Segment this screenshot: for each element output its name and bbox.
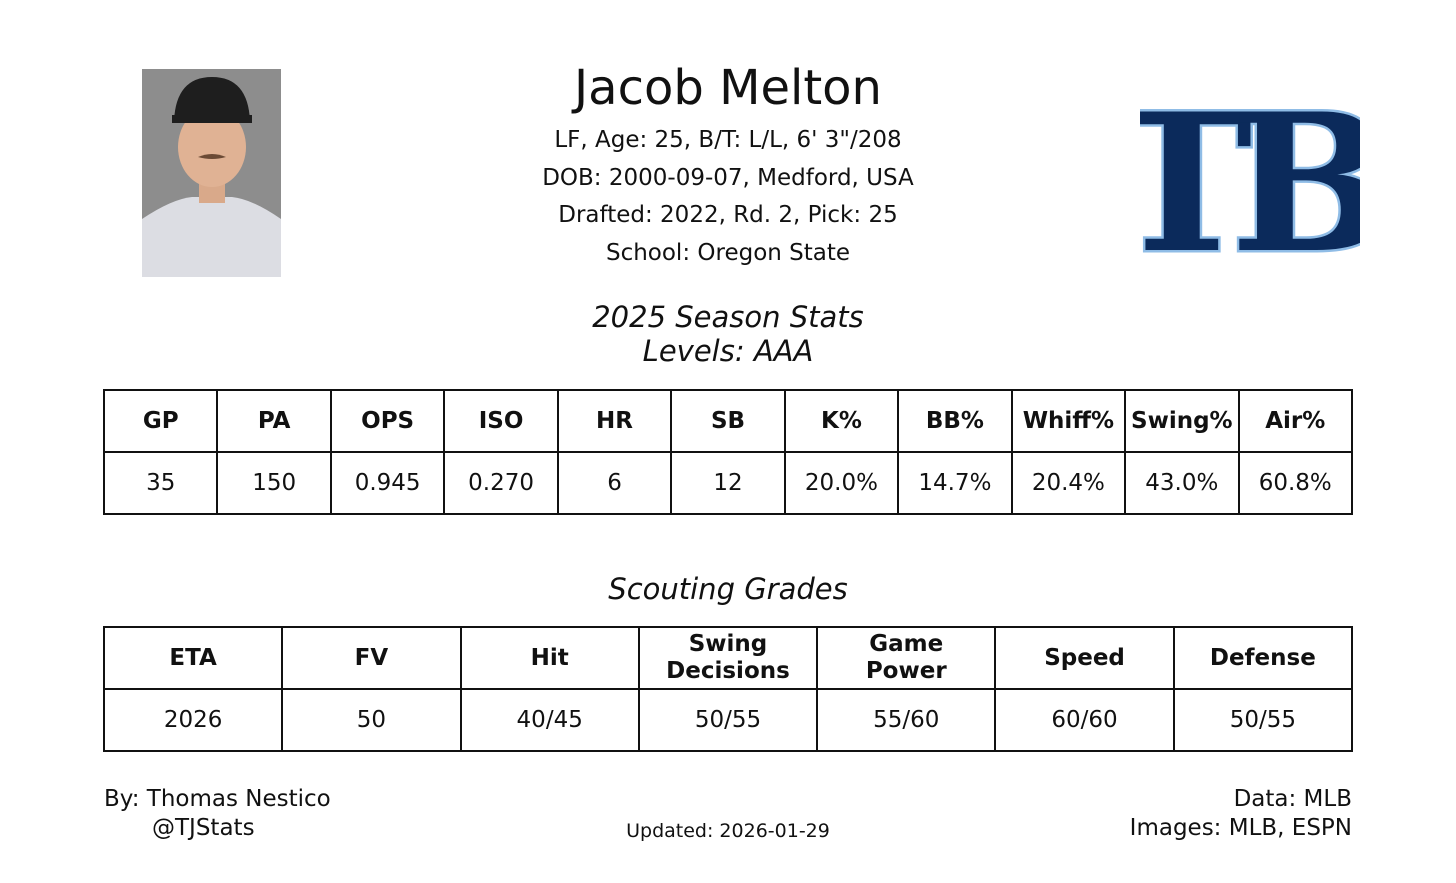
- header-cell: Defense: [1172, 626, 1354, 690]
- data-cell: 12: [670, 451, 786, 515]
- header-line: Swing: [688, 631, 768, 657]
- header-cell: Air%: [1237, 389, 1354, 453]
- player-photo: [142, 69, 281, 277]
- image-source: Images: MLB, ESPN: [1129, 815, 1352, 841]
- data-cell: 40/45: [459, 688, 640, 752]
- handle: @TJStats: [152, 815, 255, 841]
- data-cell: 35: [102, 451, 219, 515]
- scouting-table: ETA FV Hit Swing Decisions Game Power Speed Defe…: [102, 626, 1354, 752]
- header-line: Power: [865, 658, 947, 684]
- scouting-title: Scouting Grades: [608, 572, 848, 606]
- data-cell: 6: [556, 451, 673, 515]
- logo-mark: ™: [1334, 240, 1344, 251]
- player-info: Drafted: 2022, Rd. 2, Pick: 25: [558, 202, 898, 228]
- player-info: LF, Age: 25, B/T: L/L, 6' 3"/208: [554, 127, 902, 153]
- header-cell: PA: [216, 389, 332, 453]
- data-cell: 14.7%: [897, 451, 1013, 515]
- header-line: Hit: [530, 644, 569, 671]
- header-cell: K%: [783, 389, 900, 453]
- header-cell: Swing%: [1124, 389, 1240, 453]
- season-table: GP PA OPS ISO HR SB K% BB% Whiff% Swing% Air% 35 150…: [102, 389, 1354, 515]
- header-line: FV: [354, 644, 389, 671]
- data-cell: 2026: [102, 688, 284, 752]
- header-cell: OPS: [329, 389, 446, 453]
- data-cell: 50/55: [637, 688, 819, 752]
- header-cell: FV: [281, 626, 462, 690]
- header-cell: ETA: [102, 626, 284, 690]
- header-line: Speed: [1044, 644, 1125, 671]
- header-cell: Game Power: [816, 626, 997, 690]
- header-cell: Speed: [994, 626, 1175, 690]
- header-cell: GP: [102, 389, 219, 453]
- updated: Updated: 2026-01-29: [626, 820, 830, 842]
- data-source: Data: MLB: [1233, 786, 1352, 812]
- header-row: GP PA OPS ISO HR SB K% BB% Whiff% Swing% Air%: [102, 389, 1354, 453]
- data-row: 35 150 0.945 0.270 6 12 20.0% 14.7% 20.4% 43.0% 60…: [102, 451, 1354, 515]
- season-title: 2025 Season Stats: [592, 300, 864, 334]
- header-cell: Whiff%: [1010, 389, 1127, 453]
- header-line: Defense: [1209, 644, 1316, 671]
- header-cell: BB%: [897, 389, 1013, 453]
- header-row: ETA FV Hit Swing Decisions Game Power Speed Defe…: [102, 626, 1354, 690]
- logo-text: TB: [1140, 80, 1360, 265]
- data-row: 2026 50 40/45 50/55 55/60 60/60 50/55: [102, 688, 1354, 752]
- player-name: Jacob Melton: [574, 60, 882, 116]
- data-cell: 0.945: [329, 451, 446, 515]
- data-cell: 50: [281, 688, 462, 752]
- season-subtitle: Levels: AAA: [642, 334, 814, 368]
- data-cell: 150: [216, 451, 332, 515]
- data-cell: 43.0%: [1124, 451, 1240, 515]
- data-cell: 0.270: [443, 451, 559, 515]
- header-line: Game: [869, 631, 944, 657]
- team-logo: TB ™: [1140, 80, 1360, 265]
- data-cell: 20.0%: [783, 451, 900, 515]
- header-cell: HR: [556, 389, 673, 453]
- header-cell: ISO: [443, 389, 559, 453]
- header-cell: Swing Decisions: [637, 626, 819, 690]
- data-cell: 55/60: [816, 688, 997, 752]
- header-cell: SB: [670, 389, 786, 453]
- player-info: DOB: 2000-09-07, Medford, USA: [542, 164, 914, 191]
- header-cell: Hit: [459, 626, 640, 690]
- header-line: ETA: [169, 644, 217, 671]
- data-cell: 60/60: [994, 688, 1175, 752]
- author: By: Thomas Nestico: [104, 786, 331, 812]
- data-cell: 20.4%: [1010, 451, 1127, 515]
- data-cell: 60.8%: [1237, 451, 1354, 515]
- player-info: School: Oregon State: [605, 239, 851, 266]
- header-line: Decisions: [666, 658, 790, 684]
- data-cell: 50/55: [1172, 688, 1354, 752]
